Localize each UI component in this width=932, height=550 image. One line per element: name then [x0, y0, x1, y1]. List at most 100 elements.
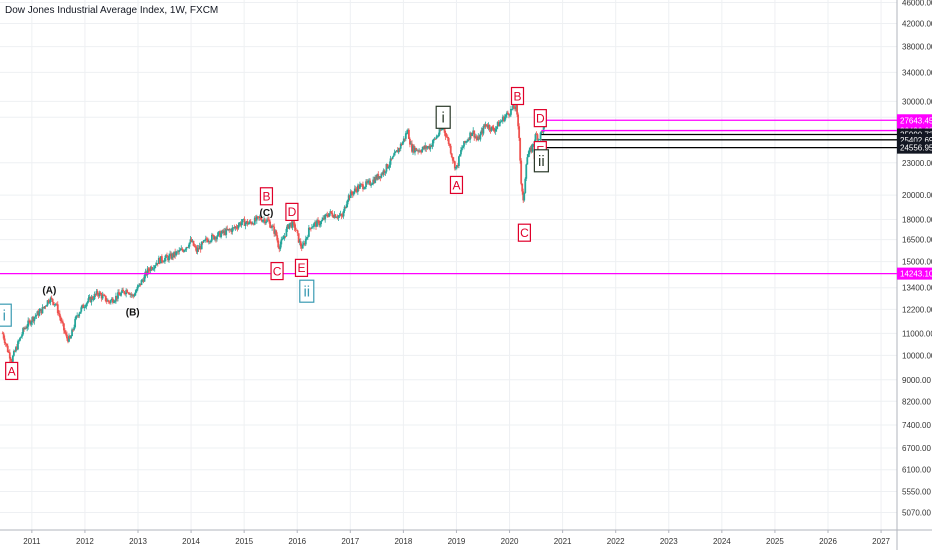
- candle-body: [26, 326, 29, 329]
- candle-body: [327, 216, 330, 217]
- wave-label[interactable]: i: [442, 110, 445, 127]
- candle-body: [410, 143, 412, 145]
- chart-title: Dow Jones Industrial Average Index, 1W, …: [5, 5, 219, 16]
- candle-body: [427, 146, 430, 148]
- y-tick-label: 23000.00: [902, 159, 932, 168]
- wave-label[interactable]: A: [8, 364, 16, 378]
- candle-body: [294, 227, 297, 230]
- candle-body: [102, 295, 105, 296]
- candle-body: [158, 257, 161, 264]
- wave-label[interactable]: B: [262, 190, 270, 204]
- candle-body: [59, 317, 62, 321]
- candle-body: [514, 108, 516, 110]
- wave-label[interactable]: C: [520, 226, 529, 240]
- wave-label-box: [294, 258, 309, 277]
- candle-body: [42, 307, 45, 308]
- candle-body: [49, 297, 52, 302]
- wave-label[interactable]: D: [288, 205, 297, 219]
- candle-body: [268, 219, 270, 222]
- candle-body: [69, 335, 71, 339]
- candle-body: [480, 130, 483, 134]
- candle-body: [15, 347, 17, 352]
- candle-body: [435, 136, 438, 139]
- candle-body: [504, 114, 507, 117]
- wave-label[interactable]: i: [3, 308, 6, 325]
- candle-body: [133, 295, 136, 297]
- candle-body: [82, 304, 85, 309]
- wave-label[interactable]: (C): [260, 208, 274, 219]
- candle-body: [246, 221, 249, 225]
- candle-body: [129, 293, 132, 295]
- candle-body: [433, 138, 436, 140]
- candle-body: [423, 146, 426, 149]
- candle-body: [286, 224, 289, 229]
- candle-body: [540, 131, 543, 133]
- candle-body: [27, 320, 30, 327]
- wave-label[interactable]: ii: [303, 284, 310, 301]
- y-tick-label: 9000.00: [902, 376, 931, 385]
- candle-body: [346, 200, 349, 205]
- wave-label[interactable]: (B): [126, 307, 140, 318]
- candle-body: [469, 132, 472, 140]
- candle-body: [401, 141, 404, 145]
- candle-body: [370, 184, 373, 186]
- x-tick-label: 2017: [341, 537, 359, 546]
- x-tick-label: 2016: [288, 537, 306, 546]
- candle-body: [92, 299, 95, 300]
- candle-body: [109, 300, 112, 303]
- candle-body: [338, 215, 341, 217]
- candle-body: [85, 303, 88, 307]
- wave-label[interactable]: ii: [538, 153, 545, 170]
- wave-label[interactable]: D: [536, 111, 545, 125]
- wave-label[interactable]: (A): [42, 285, 56, 296]
- candle-body: [449, 145, 452, 154]
- candle-body: [319, 224, 321, 226]
- candle-body: [247, 223, 250, 225]
- wave-label-box: [0, 303, 12, 327]
- level-tag-bg: [897, 141, 932, 154]
- wave-label[interactable]: B: [513, 89, 521, 103]
- candle-body: [484, 124, 487, 127]
- candle-body: [414, 147, 416, 153]
- wave-label[interactable]: E: [297, 261, 305, 275]
- candle-body: [164, 258, 166, 262]
- candle-body: [10, 360, 13, 362]
- wave-label-box: [533, 109, 547, 128]
- candle-body: [254, 217, 257, 221]
- candle-body: [341, 215, 344, 217]
- candle-body: [364, 186, 366, 189]
- candle-body: [340, 214, 343, 216]
- candle-body: [147, 268, 150, 271]
- candle-body: [443, 128, 446, 133]
- wave-label[interactable]: C: [273, 264, 282, 278]
- candle-body: [285, 228, 288, 237]
- candle-body: [187, 246, 190, 248]
- candle-body: [237, 225, 240, 229]
- candle-body: [194, 246, 197, 248]
- candle-body: [393, 152, 396, 156]
- candle-body: [197, 248, 200, 250]
- candle-body: [351, 193, 354, 195]
- x-tick-label: 2024: [713, 537, 731, 546]
- candle-body: [200, 242, 203, 250]
- candle-body: [301, 244, 304, 249]
- candle-body: [332, 216, 335, 218]
- level-tag-label: 14243.10: [900, 270, 932, 279]
- candle-body: [446, 137, 449, 139]
- candle-body: [218, 231, 220, 233]
- candle-body: [55, 304, 58, 306]
- candle-body: [287, 224, 290, 229]
- candle-body: [19, 337, 21, 341]
- candle-body: [227, 229, 230, 231]
- candle-body: [255, 216, 258, 221]
- candle-body: [173, 251, 176, 257]
- wave-label[interactable]: A: [452, 178, 460, 192]
- candle-body: [209, 240, 212, 242]
- candle-body: [122, 289, 124, 292]
- candle-body: [412, 145, 414, 152]
- candle-body: [99, 292, 102, 295]
- candle-body: [477, 136, 480, 140]
- candle-body: [339, 214, 342, 216]
- candle-body: [264, 219, 266, 224]
